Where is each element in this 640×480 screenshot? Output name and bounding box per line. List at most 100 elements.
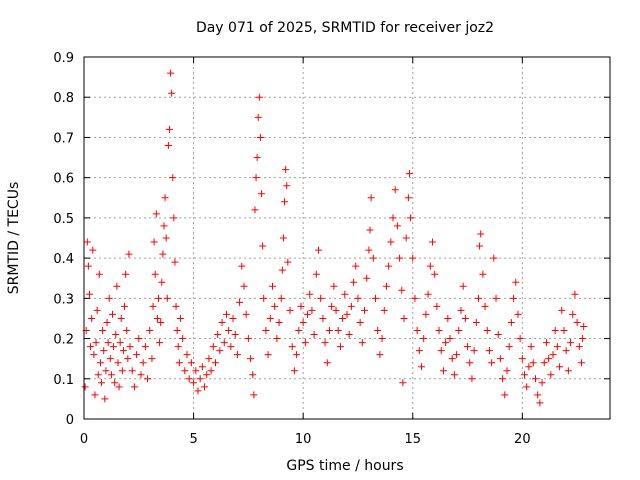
data-point xyxy=(341,290,349,298)
x-tick-label: 5 xyxy=(189,432,197,447)
data-point xyxy=(242,310,250,318)
data-point xyxy=(158,278,166,286)
data-point xyxy=(118,367,126,375)
data-point xyxy=(160,222,168,230)
data-point xyxy=(503,367,511,375)
data-point xyxy=(100,347,108,355)
y-axis-label: SRMTID / TECUs xyxy=(6,182,22,295)
data-point xyxy=(247,355,255,363)
data-point xyxy=(400,314,408,322)
data-point xyxy=(567,339,575,347)
data-point xyxy=(525,363,533,371)
data-point xyxy=(405,170,413,178)
data-point xyxy=(233,351,241,359)
data-point xyxy=(255,93,263,101)
data-point xyxy=(190,379,198,387)
data-point xyxy=(94,371,102,379)
data-point xyxy=(121,302,129,310)
data-point xyxy=(579,335,587,343)
data-point xyxy=(130,383,138,391)
data-point xyxy=(358,339,366,347)
y-tick-label: 0.5 xyxy=(53,212,74,227)
data-point xyxy=(119,347,127,355)
data-point xyxy=(84,262,92,270)
data-point xyxy=(464,343,472,351)
data-point xyxy=(172,302,180,310)
data-point xyxy=(122,270,130,278)
data-point xyxy=(264,351,272,359)
y-tick-label: 0.4 xyxy=(53,252,74,267)
data-point xyxy=(277,294,285,302)
data-point xyxy=(251,206,259,214)
data-point xyxy=(196,375,204,383)
data-point xyxy=(89,246,97,254)
data-point xyxy=(413,327,421,335)
x-tick-labels: 0 5 10 15 20 xyxy=(80,432,531,447)
data-point xyxy=(343,310,351,318)
data-point xyxy=(159,250,167,258)
data-point xyxy=(549,351,557,359)
data-point xyxy=(475,294,482,302)
x-tick-label: 20 xyxy=(514,432,531,447)
data-point xyxy=(146,327,154,335)
data-point xyxy=(304,310,312,318)
data-point xyxy=(446,335,454,343)
data-point xyxy=(455,327,463,335)
data-point xyxy=(415,347,423,355)
data-point xyxy=(453,351,461,359)
data-point xyxy=(176,314,184,322)
data-point xyxy=(404,194,412,202)
data-point xyxy=(92,339,100,347)
data-point xyxy=(468,375,476,383)
data-point xyxy=(407,214,415,222)
data-point xyxy=(547,371,555,379)
data-point xyxy=(295,327,303,335)
data-point xyxy=(85,290,93,298)
data-point xyxy=(155,294,163,302)
data-point xyxy=(308,306,316,314)
data-point xyxy=(558,306,566,314)
data-point xyxy=(81,383,89,391)
data-point xyxy=(347,302,355,310)
data-point xyxy=(336,343,344,351)
data-point xyxy=(317,294,325,302)
data-point xyxy=(236,298,244,306)
data-point xyxy=(87,343,95,351)
x-tick-label: 15 xyxy=(404,432,421,447)
data-point xyxy=(254,113,262,121)
data-points xyxy=(81,69,588,407)
data-point xyxy=(435,327,443,335)
data-point xyxy=(259,242,267,250)
data-point xyxy=(527,343,535,351)
data-point xyxy=(163,294,171,302)
y-tick-labels: 0 0.1 0.2 0.3 0.4 0.5 0.6 0.7 0.8 0.9 xyxy=(53,51,74,428)
data-point xyxy=(510,294,518,302)
data-point xyxy=(334,327,342,335)
data-point xyxy=(328,302,336,310)
data-point xyxy=(157,318,165,326)
data-point xyxy=(222,310,230,318)
data-point xyxy=(284,258,292,266)
data-point xyxy=(553,343,561,351)
data-point xyxy=(542,339,550,347)
data-point xyxy=(266,314,274,322)
data-point xyxy=(578,359,586,367)
data-point xyxy=(352,262,360,270)
x-tick-label: 0 xyxy=(80,432,88,447)
data-point xyxy=(521,371,529,379)
data-point xyxy=(499,375,507,383)
data-point xyxy=(268,282,276,290)
data-point xyxy=(363,274,371,282)
data-point xyxy=(391,186,399,194)
data-point xyxy=(212,359,219,367)
data-point xyxy=(162,234,170,242)
data-point xyxy=(459,282,467,290)
data-point xyxy=(428,238,436,246)
data-point xyxy=(529,359,537,367)
data-point xyxy=(93,306,101,314)
data-point xyxy=(273,335,281,343)
data-point xyxy=(126,343,134,351)
data-point xyxy=(286,306,294,314)
data-point xyxy=(240,282,248,290)
data-point xyxy=(479,270,487,278)
